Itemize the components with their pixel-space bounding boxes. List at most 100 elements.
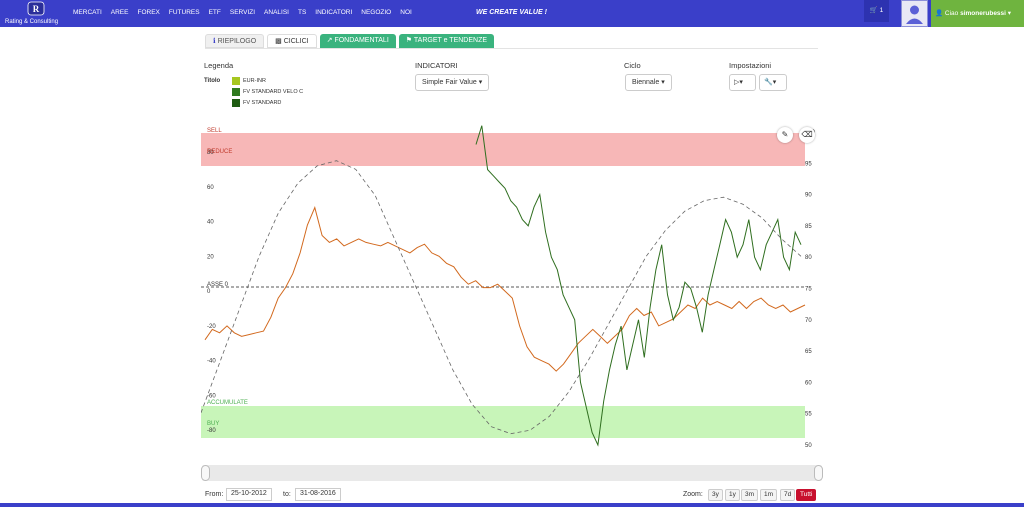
to-date-input[interactable]: 31-08-2016 <box>295 488 341 501</box>
legend-label: Legenda <box>204 61 234 70</box>
zone-bands <box>201 133 805 438</box>
chart-series <box>201 125 806 447</box>
right-axis-tick-label: 80 <box>805 255 812 261</box>
user-icon: 👤 <box>935 10 944 17</box>
caret-down-icon: ▾ <box>739 79 743 86</box>
zone-label: SELL <box>207 128 222 134</box>
greeting-text: Ciao <box>944 10 959 17</box>
nav-item[interactable]: TS <box>297 9 307 16</box>
right-axis-tick-label: 95 <box>805 161 812 167</box>
left-axis-tick-label: -60 <box>207 393 216 399</box>
cycle-chart: 806040200-20-40-60-80-100100959085807570… <box>201 125 816 449</box>
range-navigator[interactable] <box>202 465 822 481</box>
tab-ciclici[interactable]: ▩ CICLICI <box>267 34 317 48</box>
section-tabs: ℹ RIEPILOGO ▩ CICLICI ↗ FONDAMENTALI ⚑ T… <box>205 34 495 48</box>
indicatori-label: INDICATORI <box>415 61 458 70</box>
bottom-bar <box>0 503 1024 507</box>
legend-swatch <box>232 88 240 96</box>
tab-target-tendenze[interactable]: ⚑ TARGET e TENDENZE <box>398 34 495 48</box>
nav-item[interactable]: MERCATI <box>73 9 102 16</box>
cart-button[interactable]: 🛒 1 <box>864 0 889 22</box>
zone-label: ACCUMULATE <box>207 400 248 406</box>
zoom-7d-button[interactable]: 7d <box>780 489 796 501</box>
left-axis-tick-label: 80 <box>207 150 214 156</box>
nav-item[interactable]: ANALISI <box>264 9 289 16</box>
tab-riepilogo[interactable]: ℹ RIEPILOGO <box>205 34 265 48</box>
user-avatar-icon <box>906 5 923 24</box>
right-axis-tick-label: 85 <box>805 224 812 230</box>
zoom-3m-button[interactable]: 3m <box>741 489 759 501</box>
nav-item[interactable]: FUTURES <box>168 9 200 16</box>
zone-labels: SELL REDUCE ASSE 0 ACCUMULATE BUY <box>207 128 248 427</box>
right-axis-tick-label: 50 <box>805 443 812 449</box>
settings-toggle-icon: ▷ <box>734 79 740 86</box>
slogan: WE CREATE VALUE ! <box>476 9 547 16</box>
tab-divider <box>205 48 818 49</box>
eraser-button[interactable]: ⌫ <box>799 127 815 143</box>
ciclo-dropdown[interactable]: Biennale ▾ <box>625 74 672 91</box>
right-axis-tick-label: 75 <box>805 287 812 293</box>
caret-down-icon: ▾ <box>661 79 665 86</box>
right-axis-tick-label: 90 <box>805 193 812 199</box>
nav-item[interactable]: FOREX <box>137 9 160 16</box>
from-date-input[interactable]: 25-10-2012 <box>226 488 272 501</box>
line-chart-icon: ↗ <box>326 37 333 44</box>
zoom-3y-button[interactable]: 3y <box>708 489 723 501</box>
brand-logo[interactable]: R Rating & Consulting <box>4 1 64 26</box>
series-line <box>475 125 802 447</box>
nav-item[interactable]: SERVIZI <box>229 9 256 16</box>
zoom-1m-button[interactable]: 1m <box>760 489 778 501</box>
tab-label: TARGET e TENDENZE <box>413 37 488 44</box>
navigator-left-handle[interactable] <box>201 465 210 481</box>
nav-item[interactable]: NEGOZIO <box>361 9 392 16</box>
wrench-icon: 🔧 <box>764 79 773 86</box>
display-settings-button[interactable]: ▷▾ <box>729 74 756 91</box>
bar-chart-icon: ▩ <box>275 38 282 45</box>
ciclo-value: Biennale <box>632 79 660 86</box>
caret-down-icon: ▾ <box>772 79 777 86</box>
legend-title: Titolo <box>204 78 221 84</box>
navigator-right-handle[interactable] <box>814 465 823 481</box>
nav-item[interactable]: AREE <box>110 9 129 16</box>
from-label: From: <box>205 491 224 498</box>
zone-label: BUY <box>207 421 219 427</box>
user-menu[interactable]: 👤 Ciao simonerubessi ▾ <box>931 0 1024 27</box>
draw-pencil-button[interactable]: ✎ <box>777 127 793 143</box>
tab-label: CICLICI <box>283 38 309 45</box>
right-axis-tick-label: 55 <box>805 412 812 418</box>
caret-down-icon: ▾ <box>1007 10 1012 17</box>
left-axis-tick-label: 60 <box>207 185 214 191</box>
tools-button[interactable]: 🔧▾ <box>759 74 787 91</box>
series-line <box>204 206 806 372</box>
ciclo-label: Ciclo <box>624 61 641 70</box>
indicatori-dropdown[interactable]: Simple Fair Value ▾ <box>415 74 490 91</box>
tab-fondamentali[interactable]: ↗ FONDAMENTALI <box>319 34 396 48</box>
sell-zone-band <box>201 133 805 166</box>
caret-down-icon: ▾ <box>478 79 483 86</box>
top-navbar: R Rating & Consulting MERCATI AREE FOREX FU… <box>0 0 1024 27</box>
left-axis-tick-label: -80 <box>207 428 216 434</box>
user-avatar[interactable] <box>901 0 928 27</box>
zone-label: ASSE 0 <box>207 282 229 288</box>
impostazioni-label: Impostazioni <box>729 61 772 70</box>
to-label: to: <box>283 491 291 498</box>
axis-ticks: 806040200-20-40-60-80-100100959085807570… <box>207 130 816 449</box>
zoom-all-button[interactable]: Tutti <box>796 489 817 501</box>
left-axis-tick-label: -20 <box>207 324 216 330</box>
nav-item[interactable]: INDICATORI <box>315 9 353 16</box>
legend-item: FV STANDARD VELO C <box>232 88 303 96</box>
legend-item-label: EUR-INR <box>243 78 266 84</box>
nav-item[interactable]: NOI <box>400 9 412 16</box>
svg-text:R: R <box>33 4 40 14</box>
legend-item-label: FV STANDARD <box>243 100 282 106</box>
right-axis-tick-label: 70 <box>805 318 812 324</box>
legend-item-label: FV STANDARD VELO C <box>243 89 304 95</box>
flag-icon: ⚑ <box>405 37 413 44</box>
main-nav: MERCATI AREE FOREX FUTURES ETF SERVIZI ANALISI… <box>73 9 412 16</box>
left-axis-tick-label: 0 <box>207 289 211 295</box>
series-line <box>201 160 802 435</box>
cart-count: 1 <box>879 7 884 14</box>
nav-item[interactable]: ETF <box>208 9 221 16</box>
zoom-1y-button[interactable]: 1y <box>725 489 740 501</box>
legend-item: FV STANDARD <box>232 99 281 107</box>
